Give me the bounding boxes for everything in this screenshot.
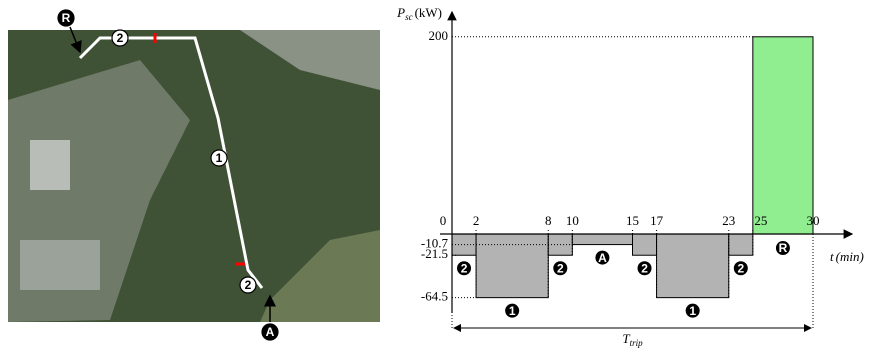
x-tick-label: 8 (545, 213, 552, 228)
segment-badge: 2 (637, 261, 652, 276)
badge-label: A (266, 325, 275, 339)
segment (632, 233, 658, 256)
segment-badge: 1 (685, 303, 700, 318)
x-tick-label: 0 (440, 213, 447, 228)
x-axis-label: t (min) (830, 249, 864, 264)
badge (685, 303, 700, 318)
badge-label: R (779, 241, 788, 255)
x-tick-label: 23 (722, 213, 735, 228)
land (240, 30, 380, 90)
y-tick-label: -10.7 (421, 236, 449, 251)
segment (656, 233, 730, 299)
badge-label: A (598, 251, 607, 265)
y-tick-label: 200 (429, 28, 449, 43)
badge-label: 2 (461, 261, 468, 275)
chart: 2 1 2 A 2 1 2 R 0 2 8 10 15 17 23 25 30 200 -10.7-21.5 -64.… (396, 5, 864, 348)
badge (239, 276, 257, 294)
building (20, 240, 100, 290)
badge (637, 261, 652, 276)
badge (553, 261, 568, 276)
y-axis-label: Psc (kW) (396, 5, 442, 22)
y-axis-label-symbol: P (396, 5, 405, 20)
span-label: Ttrip (622, 331, 643, 348)
badge (733, 261, 748, 276)
segment (728, 233, 754, 256)
segment-badge: 2 (733, 261, 748, 276)
y-tick-label: -21.5 (421, 246, 448, 261)
badge (210, 149, 228, 167)
badge-label: 2 (117, 31, 124, 45)
segment-badge: 1 (505, 303, 520, 318)
badge (57, 9, 75, 27)
route (78, 36, 264, 289)
badge (775, 241, 790, 256)
land (260, 230, 380, 322)
badge-label: 2 (737, 261, 744, 275)
x-axis-label-unit: (min) (836, 249, 864, 264)
y-tick-label: -64.5 (421, 289, 448, 304)
x-tick-label: 15 (626, 213, 639, 228)
map: 2 1 2 R A (8, 9, 380, 341)
segment (571, 233, 633, 246)
segment (475, 233, 549, 299)
segment-badge: 2 (457, 261, 472, 276)
badge (457, 261, 472, 276)
badge (261, 323, 279, 341)
segment-badge: R (775, 241, 790, 256)
badge-label: 2 (557, 261, 564, 275)
building (30, 140, 70, 190)
badge-label: 1 (509, 304, 516, 318)
badge (111, 29, 129, 47)
badge-label: 1 (689, 304, 696, 318)
segment (752, 36, 814, 235)
y-axis-label-subscript: sc (405, 12, 413, 22)
x-tick-label: 2 (473, 213, 480, 228)
badge (505, 303, 520, 318)
badge (595, 250, 610, 265)
badge-label: 2 (245, 278, 252, 292)
span-label-subscript: trip (630, 338, 644, 348)
x-tick-label: 17 (650, 213, 664, 228)
span-label-symbol: T (622, 331, 630, 346)
badge-label: 2 (641, 261, 648, 275)
y-axis-label-unit: (kW) (415, 5, 442, 20)
x-tick-label: 30 (807, 213, 820, 228)
segment-badge: 2 (553, 261, 568, 276)
x-axis-label-symbol: t (830, 249, 834, 264)
badge-label: 1 (216, 151, 223, 165)
x-tick-label: 10 (566, 213, 579, 228)
badge-label: R (62, 11, 71, 25)
segment-badge: A (595, 250, 610, 265)
arrow (69, 26, 82, 54)
x-tick-label: 25 (754, 213, 767, 228)
